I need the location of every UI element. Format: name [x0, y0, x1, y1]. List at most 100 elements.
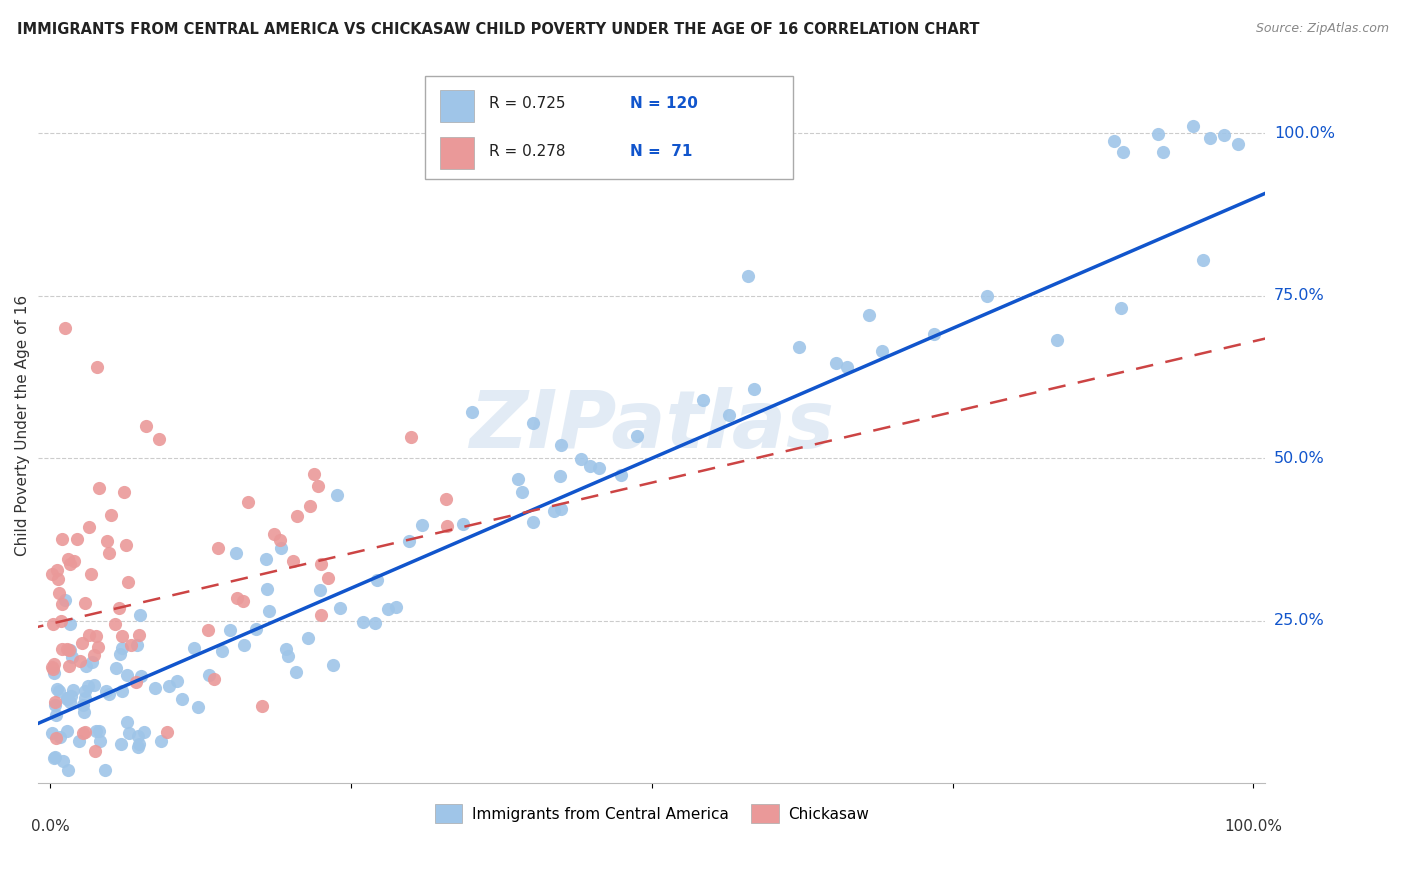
- Point: [118, 725, 141, 739]
- Point: [150, 733, 173, 747]
- Point: [309, 608, 332, 623]
- Point: [59, 643, 82, 657]
- Point: [922, 326, 945, 341]
- Point: [72, 725, 94, 739]
- Point: [83, 743, 105, 757]
- Point: [302, 467, 325, 481]
- Point: [77, 679, 100, 693]
- Point: [325, 488, 347, 502]
- Point: [269, 533, 291, 548]
- Point: [219, 623, 242, 637]
- FancyBboxPatch shape: [425, 76, 793, 179]
- Point: [263, 526, 285, 541]
- Point: [105, 661, 128, 675]
- Point: [41, 660, 63, 674]
- Point: [127, 739, 149, 754]
- Point: [44, 750, 66, 764]
- Point: [87, 640, 110, 654]
- Point: [70, 636, 93, 650]
- Point: [104, 617, 127, 632]
- Point: [1045, 333, 1067, 347]
- Point: [120, 638, 142, 652]
- Point: [56, 724, 79, 739]
- Point: [96, 534, 118, 549]
- Point: [170, 691, 193, 706]
- Point: [245, 622, 267, 636]
- Point: [58, 763, 80, 777]
- Point: [1212, 128, 1234, 143]
- Point: [870, 343, 893, 358]
- Text: Source: ZipAtlas.com: Source: ZipAtlas.com: [1256, 22, 1389, 36]
- Point: [89, 724, 111, 739]
- Point: [143, 681, 166, 695]
- Point: [48, 683, 70, 698]
- Text: 75.0%: 75.0%: [1274, 288, 1324, 303]
- Point: [1102, 134, 1125, 148]
- Point: [83, 678, 105, 692]
- Point: [42, 662, 65, 676]
- Point: [49, 614, 72, 628]
- Point: [58, 658, 80, 673]
- Point: [75, 724, 97, 739]
- Point: [232, 594, 254, 608]
- Point: [114, 537, 136, 551]
- FancyBboxPatch shape: [440, 136, 474, 169]
- Point: [55, 692, 77, 706]
- Point: [316, 571, 339, 585]
- Point: [42, 657, 65, 671]
- Point: [110, 737, 132, 751]
- Point: [53, 321, 76, 335]
- Point: [254, 552, 277, 566]
- Point: [108, 601, 131, 615]
- Point: [59, 557, 82, 571]
- Point: [51, 532, 73, 546]
- Point: [1111, 145, 1133, 159]
- Point: [77, 519, 100, 533]
- Point: [94, 763, 117, 777]
- Point: [98, 687, 121, 701]
- Point: [309, 557, 332, 571]
- Point: [53, 592, 76, 607]
- Point: [87, 481, 110, 495]
- Point: [510, 485, 533, 500]
- Point: [225, 591, 247, 605]
- Point: [692, 393, 714, 408]
- Point: [51, 642, 73, 657]
- Point: [626, 429, 648, 443]
- Text: R = 0.725: R = 0.725: [489, 96, 565, 112]
- Point: [322, 657, 344, 672]
- Point: [550, 438, 572, 452]
- Point: [108, 647, 131, 661]
- Point: [718, 408, 741, 422]
- Point: [307, 479, 329, 493]
- Point: [1192, 253, 1215, 268]
- Point: [259, 604, 281, 618]
- Point: [45, 563, 67, 577]
- Point: [44, 698, 66, 712]
- Point: [128, 628, 150, 642]
- Point: [60, 689, 83, 703]
- Text: 0.0%: 0.0%: [31, 819, 70, 834]
- Point: [1226, 136, 1249, 151]
- Point: [976, 289, 998, 303]
- Point: [46, 572, 69, 586]
- Point: [45, 731, 67, 745]
- Point: [111, 641, 134, 656]
- Point: [1199, 131, 1222, 145]
- Point: [59, 695, 82, 709]
- Point: [211, 644, 233, 658]
- Point: [60, 649, 83, 664]
- Point: [42, 751, 65, 765]
- Point: [42, 616, 65, 631]
- Point: [250, 699, 273, 714]
- Point: [75, 691, 97, 706]
- Point: [588, 461, 610, 475]
- Point: [59, 617, 82, 632]
- Point: [281, 554, 304, 568]
- Point: [277, 649, 299, 664]
- Point: [51, 597, 73, 611]
- Point: [75, 658, 97, 673]
- Point: [309, 582, 332, 597]
- Point: [285, 508, 308, 523]
- Point: [77, 628, 100, 642]
